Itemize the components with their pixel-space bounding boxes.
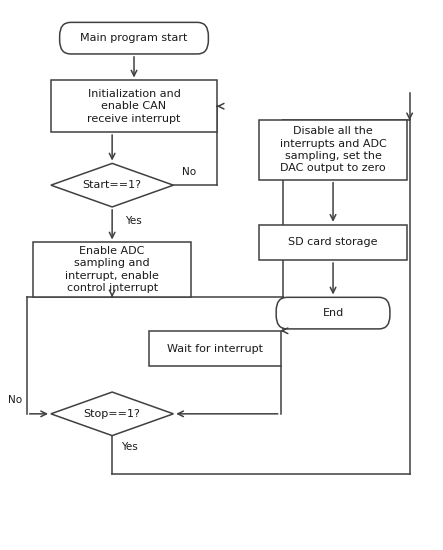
Text: No: No xyxy=(8,395,23,405)
Polygon shape xyxy=(51,392,173,436)
Text: Wait for interrupt: Wait for interrupt xyxy=(167,344,263,354)
FancyBboxPatch shape xyxy=(60,23,208,54)
FancyBboxPatch shape xyxy=(276,298,390,329)
Text: Initialization and
enable CAN
receive interrupt: Initialization and enable CAN receive in… xyxy=(87,89,181,124)
Bar xyxy=(33,243,191,297)
Bar xyxy=(259,120,408,180)
Bar xyxy=(259,224,408,260)
Text: Yes: Yes xyxy=(121,442,138,452)
Text: No: No xyxy=(182,167,196,177)
Text: Main program start: Main program start xyxy=(80,33,188,43)
Text: Stop==1?: Stop==1? xyxy=(84,409,140,419)
Text: Disable all the
interrupts and ADC
sampling, set the
DAC output to zero: Disable all the interrupts and ADC sampl… xyxy=(280,126,386,173)
Text: Yes: Yes xyxy=(125,216,142,225)
Bar xyxy=(149,331,280,366)
Text: End: End xyxy=(323,308,344,318)
Polygon shape xyxy=(51,163,173,207)
Text: Start==1?: Start==1? xyxy=(83,180,142,190)
Text: Enable ADC
sampling and
interrupt, enable
control interrupt: Enable ADC sampling and interrupt, enabl… xyxy=(65,246,159,293)
Bar xyxy=(51,80,217,132)
Text: SD card storage: SD card storage xyxy=(288,238,378,248)
